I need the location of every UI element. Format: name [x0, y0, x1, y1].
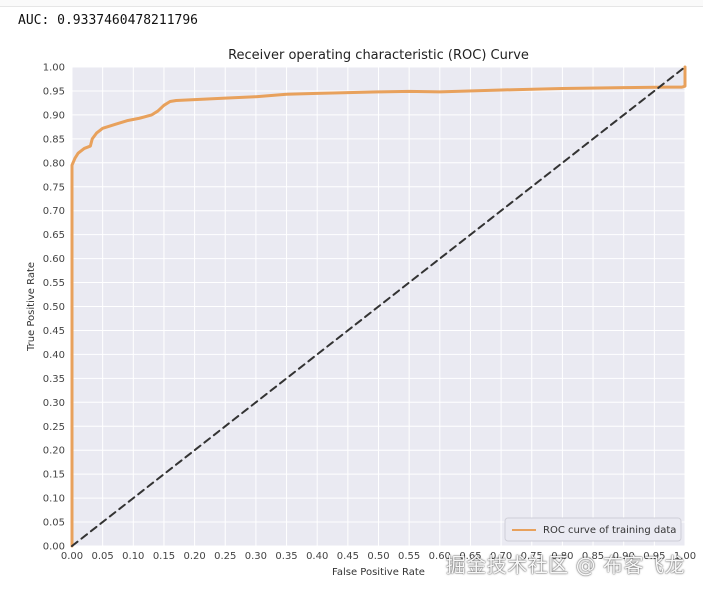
- y-tick-label: 0.05: [43, 518, 65, 529]
- legend-box: [504, 517, 682, 542]
- y-tick-label: 1.00: [43, 63, 65, 74]
- x-tick-label: 0.10: [122, 551, 144, 562]
- auc-output-text: AUC: 0.9337460478211796: [18, 13, 199, 28]
- y-tick-label: 0.40: [43, 350, 65, 361]
- y-tick-label: 0.50: [43, 302, 65, 313]
- y-tick-label: 0.25: [43, 422, 65, 433]
- x-tick-label: 0.65: [459, 551, 481, 562]
- y-tick-label: 0.15: [43, 470, 65, 481]
- y-tick-label: 0.10: [43, 494, 65, 505]
- y-tick-label: 0.60: [43, 254, 65, 265]
- y-axis-label: True Positive Rate: [26, 262, 37, 352]
- x-tick-label: 0.55: [398, 551, 420, 562]
- x-tick-label: 0.20: [183, 551, 205, 562]
- x-tick-label: 0.00: [61, 551, 83, 562]
- diagonal-reference-line: [71, 66, 686, 547]
- legend: ROC curve of training data: [504, 517, 682, 542]
- series-group: [70, 65, 687, 548]
- y-tick-label: 0.80: [43, 158, 65, 169]
- x-tick-label: 0.50: [367, 551, 389, 562]
- x-tick-label: 0.70: [490, 551, 512, 562]
- x-tick-label: 0.45: [337, 551, 359, 562]
- x-tick-label: 0.85: [582, 551, 604, 562]
- legend-label-roc: ROC curve of training data: [543, 525, 676, 536]
- x-tick-label: 0.80: [551, 551, 573, 562]
- x-tick-label: 0.40: [306, 551, 328, 562]
- y-tick-labels: 0.00 0.05 0.10 0.15 0.20 0.25 0.30 0.35 0.40 0.45…: [43, 63, 65, 553]
- output-top-border: [0, 0, 703, 7]
- x-tick-label: 0.95: [643, 551, 665, 562]
- x-tick-label: 0.75: [521, 551, 543, 562]
- y-tick-label: 0.70: [43, 206, 65, 217]
- y-tick-label: 0.45: [43, 326, 65, 337]
- x-tick-label: 0.90: [613, 551, 635, 562]
- y-tick-label: 0.65: [43, 230, 65, 241]
- y-tick-label: 0.75: [43, 182, 65, 193]
- y-tick-label: 0.00: [43, 542, 65, 553]
- roc-curve-line: [70, 65, 687, 548]
- y-tick-label: 0.90: [43, 110, 65, 121]
- y-tick-label: 0.30: [43, 398, 65, 409]
- y-tick-label: 0.35: [43, 374, 65, 385]
- x-tick-label: 0.35: [275, 551, 297, 562]
- grid-lines: [71, 66, 686, 547]
- x-tick-labels: 0.00 0.05 0.10 0.15 0.20 0.25 0.30 0.35 0.40 0.45…: [61, 551, 696, 562]
- x-tick-label: 0.25: [214, 551, 236, 562]
- y-tick-label: 0.85: [43, 134, 65, 145]
- x-tick-label: 0.60: [429, 551, 451, 562]
- watermark: 掘金技术社区 @ 布客飞龙: [445, 553, 685, 577]
- x-tick-label: 0.05: [92, 551, 114, 562]
- y-tick-label: 0.20: [43, 446, 65, 457]
- x-tick-label: 1.00: [674, 551, 696, 562]
- x-tick-label: 0.15: [153, 551, 175, 562]
- y-tick-label: 0.95: [43, 86, 65, 97]
- chart-title: Receiver operating characteristic (ROC) …: [228, 48, 529, 63]
- x-tick-label: 0.30: [245, 551, 267, 562]
- y-tick-label: 0.55: [43, 278, 65, 289]
- x-axis-label: False Positive Rate: [332, 567, 425, 578]
